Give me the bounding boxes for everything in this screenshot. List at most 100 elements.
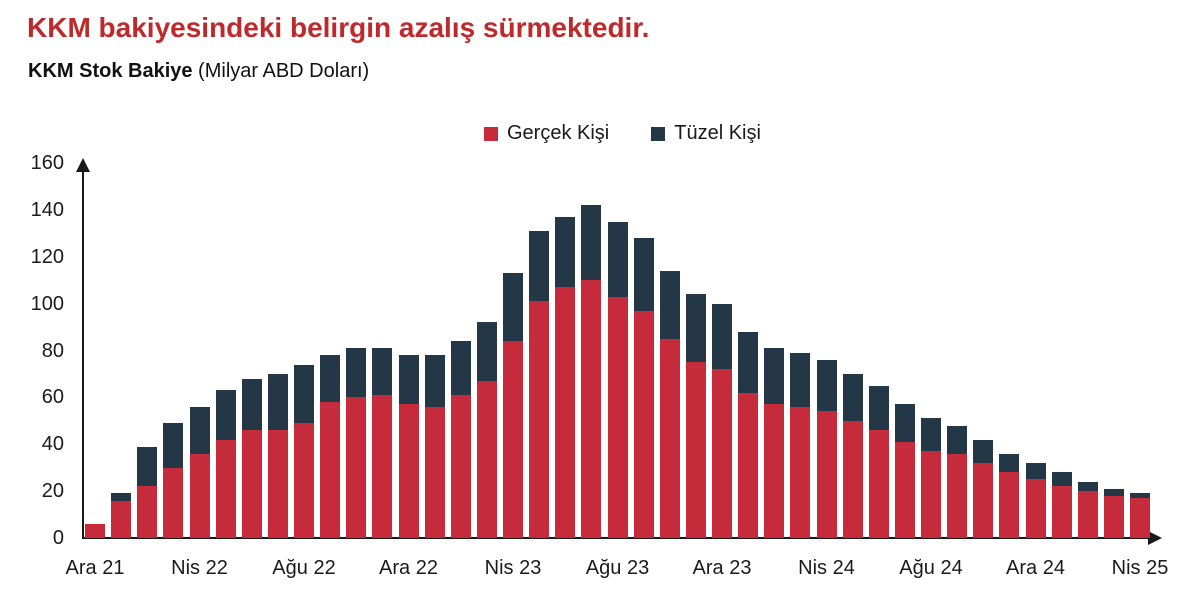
bar-segment-gercek-kisi [215, 439, 236, 538]
legend-label-tuzel-kisi: Tüzel Kişi [674, 122, 761, 144]
bar-segment-tuzel-kisi [294, 364, 314, 424]
y-axis-tick-label: 140 [30, 198, 64, 221]
x-axis-tick-label: Ara 24 [1006, 557, 1065, 579]
y-axis-tick-label: 20 [41, 480, 64, 503]
bar-segment-tuzel-kisi [450, 341, 471, 396]
bar-segment-tuzel-kisi [1025, 463, 1046, 480]
bar-segment-tuzel-kisi [111, 493, 132, 501]
x-axis-tick-label: Ara 21 [65, 557, 125, 579]
y-axis-tick-label: 100 [30, 292, 64, 315]
bar-segment-tuzel-kisi [659, 270, 680, 339]
bar-segment-gercek-kisi [1130, 498, 1150, 538]
bar-segment-gercek-kisi [450, 395, 471, 538]
bar-segment-gercek-kisi [137, 486, 158, 538]
bar-segment-gercek-kisi [868, 430, 889, 538]
x-axis-arrow-icon [1148, 531, 1162, 545]
bar-segment-gercek-kisi [1051, 486, 1072, 538]
bar-segment-gercek-kisi [85, 523, 105, 538]
bar-segment-tuzel-kisi [241, 378, 262, 431]
chart-title: KKM bakiyesindeki belirgin azalış sürmek… [27, 12, 650, 43]
x-axis-tick-label: Ara 22 [379, 557, 438, 579]
bar-segment-gercek-kisi [581, 280, 602, 538]
bar-segment-gercek-kisi [555, 287, 576, 538]
legend-item-tuzel-kisi: Tüzel Kişi [651, 122, 761, 145]
bar-segment-tuzel-kisi [555, 216, 576, 288]
legend-swatch-gercek-kisi-icon [484, 126, 498, 141]
bar-segment-gercek-kisi [712, 369, 732, 538]
bar-segment-gercek-kisi [738, 392, 759, 538]
bar-segment-gercek-kisi [685, 362, 706, 538]
bar-segment-tuzel-kisi [790, 352, 811, 407]
bar-segment-tuzel-kisi [1130, 493, 1150, 499]
bar-segment-tuzel-kisi [999, 453, 1020, 473]
bar-segment-gercek-kisi [294, 423, 314, 538]
bar-segment-tuzel-kisi [894, 404, 915, 442]
chart-subtitle: KKM Stok Bakiye (Milyar ABD Doları) [28, 60, 369, 83]
bar-segment-tuzel-kisi [424, 355, 445, 407]
legend-label-gercek-kisi: Gerçek Kişi [507, 122, 610, 144]
bar-segment-gercek-kisi [816, 411, 837, 538]
x-axis-tick-label: Nis 24 [798, 557, 855, 579]
bar-segment-gercek-kisi [1077, 491, 1098, 538]
bar-segment-tuzel-kisi [215, 390, 236, 440]
y-axis-tick-label: 0 [52, 527, 64, 549]
chart-subtitle-bold: KKM Stok Bakiye [28, 60, 193, 82]
bar-segment-tuzel-kisi [476, 322, 497, 381]
bar-segment-tuzel-kisi [1077, 481, 1098, 492]
bar-segment-gercek-kisi [633, 310, 654, 538]
bar-segment-gercek-kisi [921, 451, 941, 538]
y-axis-tick-label: 160 [30, 152, 64, 174]
bar-segment-tuzel-kisi [398, 355, 419, 405]
bar-segment-gercek-kisi [842, 420, 863, 538]
y-axis-tick-label: 60 [41, 386, 64, 409]
bar-segment-tuzel-kisi [607, 221, 628, 297]
x-axis-tick-label: Ağu 23 [585, 557, 650, 579]
bar-segment-gercek-kisi [267, 430, 288, 538]
bar-segment-gercek-kisi [372, 395, 393, 538]
bar-segment-gercek-kisi [424, 406, 445, 538]
bar-segment-gercek-kisi [973, 463, 994, 538]
bar-segment-tuzel-kisi [137, 446, 158, 487]
y-axis-arrow-icon [76, 158, 90, 172]
bar-segment-tuzel-kisi [581, 205, 602, 281]
bar-segment-gercek-kisi [529, 301, 550, 538]
bar-segment-gercek-kisi [320, 402, 341, 538]
bar-segment-gercek-kisi [476, 380, 497, 538]
bar-segment-tuzel-kisi [973, 439, 994, 463]
bar-segment-tuzel-kisi [738, 331, 759, 393]
bar-segment-tuzel-kisi [816, 359, 837, 412]
bar-segment-tuzel-kisi [267, 373, 288, 431]
bar-segment-tuzel-kisi [868, 385, 889, 431]
bar-segment-gercek-kisi [346, 397, 367, 538]
bar-segment-gercek-kisi [764, 404, 785, 538]
bar-segment-gercek-kisi [999, 472, 1020, 538]
bar-segment-gercek-kisi [111, 500, 132, 538]
y-axis-tick-label: 80 [41, 339, 64, 362]
x-axis-tick-label: Nis 23 [484, 557, 542, 579]
x-axis-tick-label: Ağu 22 [272, 557, 336, 579]
bar-segment-tuzel-kisi [529, 230, 550, 302]
bar-segment-gercek-kisi [398, 404, 419, 538]
x-axis-tick-label: Nis 22 [171, 557, 228, 579]
bar-segment-tuzel-kisi [947, 425, 968, 454]
legend: Gerçek Kişi Tüzel Kişi [484, 122, 761, 145]
bar-segment-gercek-kisi [241, 430, 262, 538]
x-axis-tick-label: Ara 23 [692, 557, 752, 579]
bar-segment-tuzel-kisi [372, 348, 393, 396]
legend-item-gercek-kisi: Gerçek Kişi [484, 122, 609, 145]
bar-segment-tuzel-kisi [685, 294, 706, 363]
bar-segment-gercek-kisi [163, 467, 184, 538]
bar-segment-tuzel-kisi [346, 348, 367, 398]
bar-segment-tuzel-kisi [320, 355, 341, 403]
bar-segment-tuzel-kisi [921, 418, 941, 452]
bar-segment-tuzel-kisi [712, 303, 732, 370]
y-axis-tick-label: 40 [41, 433, 64, 456]
bar-segment-tuzel-kisi [764, 348, 785, 405]
bar-segment-tuzel-kisi [503, 273, 523, 342]
bar-segment-tuzel-kisi [1103, 488, 1124, 496]
bar-segment-tuzel-kisi [163, 423, 184, 468]
bar-segment-tuzel-kisi [842, 373, 863, 421]
bar-segment-tuzel-kisi [189, 406, 210, 454]
bar-segment-gercek-kisi [659, 338, 680, 538]
